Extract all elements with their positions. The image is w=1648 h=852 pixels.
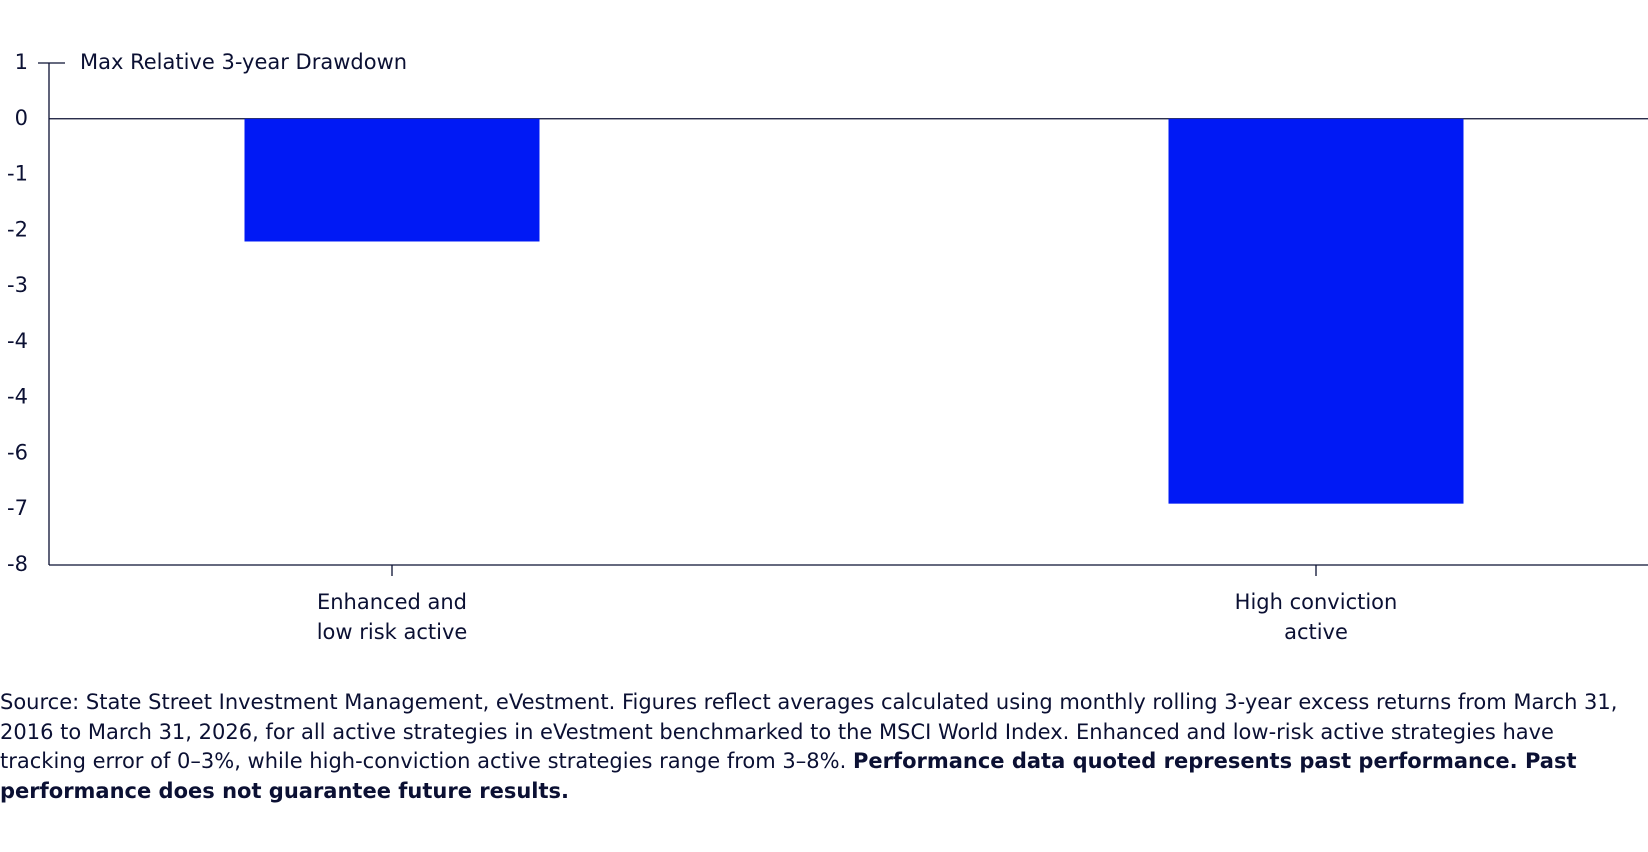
y-tick-label: -7 [7, 496, 28, 520]
y-tick-label: -8 [7, 552, 28, 576]
footnote: Source: State Street Investment Manageme… [0, 688, 1640, 806]
bar [1168, 118, 1464, 504]
footnote-bold: Performance data quoted represents past … [0, 749, 1577, 803]
bar [244, 118, 540, 242]
x-tick-label: active [1284, 620, 1348, 644]
y-tick-label: 1 [15, 50, 28, 74]
x-tick-label: low risk active [317, 620, 468, 644]
y-tick-label: -4 [7, 329, 28, 353]
y-tick-label: -4 [7, 385, 28, 409]
y-tick-label: -1 [7, 162, 28, 186]
x-tick-label: Enhanced and [317, 590, 467, 614]
y-tick-label: -6 [7, 440, 28, 464]
footnote-text: Source: State Street Investment Manageme… [0, 690, 1618, 773]
y-tick-label: 0 [15, 106, 28, 130]
y-tick-label: -2 [7, 217, 28, 241]
y-tick-label: -3 [7, 273, 28, 297]
y-axis-label: Max Relative 3-year Drawdown [80, 50, 407, 74]
x-tick-label: High conviction [1235, 590, 1398, 614]
chart: Max Relative 3-year Drawdown -8 -7 -6 -4 -4 -… [7, 50, 1648, 644]
